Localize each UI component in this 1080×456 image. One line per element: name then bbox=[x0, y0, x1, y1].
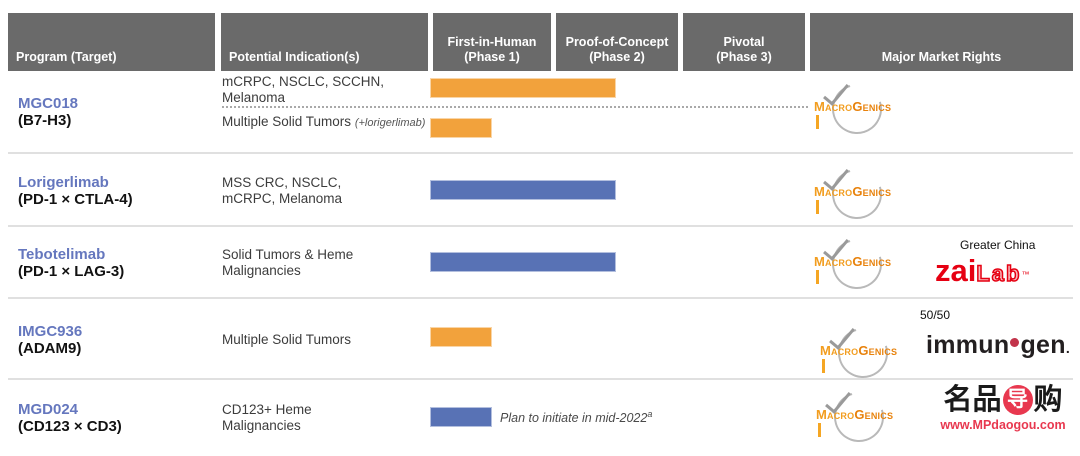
indication-note: (+lorigerlimab) bbox=[354, 117, 426, 129]
region-note: Greater China bbox=[960, 238, 1036, 252]
column-header-program: Program (Target) bbox=[8, 13, 215, 71]
macrogenics-logo: MacroGenics bbox=[814, 383, 926, 451]
immunogen-word-part1: immun bbox=[926, 331, 1010, 359]
zai-lab-word: Lab bbox=[976, 260, 1022, 287]
immunogen-dot-icon bbox=[1010, 338, 1020, 347]
mpdaogou-watermark: 名品导购 www.MPdaogou.com bbox=[928, 383, 1078, 432]
sub-row-divider bbox=[222, 106, 808, 108]
macrogenics-tick-icon bbox=[816, 115, 819, 129]
zai-word: zai bbox=[935, 253, 977, 288]
macrogenics-wordmark: MacroGenics bbox=[814, 184, 891, 199]
watermark-url: www.MPdaogou.com bbox=[940, 418, 1066, 432]
macrogenics-word-part1: Macro bbox=[814, 184, 853, 199]
table-row-lorigerlimab: Lorigerlimab (PD-1 × CTLA-4) MSS CRC, NS… bbox=[8, 152, 1073, 228]
column-header-indications: Potential Indication(s) bbox=[221, 13, 428, 71]
macrogenics-wordmark: MacroGenics bbox=[814, 99, 891, 114]
indication-text: Multiple Solid Tumors bbox=[222, 114, 352, 129]
program-target: (ADAM9) bbox=[18, 339, 82, 357]
program-target: (CD123 × CD3) bbox=[18, 418, 122, 435]
ownership-share-note: 50/50 bbox=[920, 308, 951, 322]
indication-text: CD123+ Heme Malignancies bbox=[222, 402, 312, 433]
footnote-marker: a bbox=[647, 409, 653, 419]
phase-progress-bar bbox=[430, 180, 616, 200]
column-header-rights: Major Market Rights bbox=[810, 13, 1073, 71]
program-name: Tebotelimab bbox=[18, 246, 106, 263]
indication-text: Solid Tumors & Heme Malignancies bbox=[222, 247, 354, 278]
program-target: (PD-1 × CTLA-4) bbox=[18, 190, 133, 208]
phase-progress-bar bbox=[430, 327, 492, 347]
macrogenics-logo: MacroGenics bbox=[812, 230, 924, 298]
watermark-red-badge: 导 bbox=[1002, 385, 1033, 415]
phase-progress-bar bbox=[430, 407, 492, 427]
macrogenics-word-part1: Macro bbox=[820, 343, 859, 358]
macrogenics-word-part2: Genics bbox=[852, 99, 892, 114]
program-cell: Lorigerlimab (PD-1 × CTLA-4) bbox=[18, 154, 218, 227]
bar-annotation-text: Plan to initiate in mid-2022 bbox=[500, 411, 648, 426]
program-name: Lorigerlimab bbox=[18, 173, 109, 191]
indication-cell: Multiple Solid Tumors (+lorigerlimab) bbox=[222, 114, 430, 131]
macrogenics-logo: MacroGenics bbox=[818, 319, 930, 387]
phase-progress-bar bbox=[430, 78, 616, 98]
table-row-mgc018: MGC018 (B7-H3) mCRPC, NSCLC, SCCHN, Mela… bbox=[8, 71, 1073, 152]
phase-progress-bar bbox=[430, 252, 616, 272]
macrogenics-word-part2: Genics bbox=[854, 407, 894, 422]
macrogenics-logo: MacroGenics bbox=[812, 160, 924, 228]
program-target: (PD-1 × LAG-3) bbox=[18, 263, 125, 280]
macrogenics-word-part2: Genics bbox=[852, 254, 892, 269]
program-cell: IMGC936 (ADAM9) bbox=[18, 299, 218, 380]
macrogenics-wordmark: MacroGenics bbox=[814, 254, 891, 269]
macrogenics-tick-icon bbox=[816, 200, 819, 214]
macrogenics-wordmark: MacroGenics bbox=[816, 407, 893, 422]
column-header-phase3: Pivotal (Phase 3) bbox=[683, 13, 805, 71]
macrogenics-tick-icon bbox=[818, 423, 821, 437]
column-header-phase1: First-in-Human (Phase 1) bbox=[433, 13, 551, 71]
watermark-characters: 名品导购 bbox=[928, 383, 1078, 417]
immunogen-word-part2: gen bbox=[1020, 331, 1066, 359]
table-row-imgc936: IMGC936 (ADAM9) Multiple Solid Tumors 50… bbox=[8, 297, 1073, 387]
zai-lab-logo: zaiLab™ bbox=[935, 253, 1029, 289]
program-name: IMGC936 bbox=[18, 322, 83, 340]
indication-text: mCRPC, NSCLC, SCCHN, Melanoma bbox=[222, 74, 385, 105]
macrogenics-word-part2: Genics bbox=[858, 343, 898, 358]
macrogenics-word-part1: Macro bbox=[814, 99, 853, 114]
table-row-mgd024: MGD024 (CD123 × CD3) CD123+ Heme Maligna… bbox=[8, 378, 1073, 456]
program-target: (B7-H3) bbox=[18, 111, 72, 129]
macrogenics-tick-icon bbox=[816, 270, 819, 284]
table-row-tebotelimab: Tebotelimab (PD-1 × LAG-3) Solid Tumors … bbox=[8, 225, 1073, 299]
trademark-symbol: ™ bbox=[1021, 270, 1030, 279]
program-cell: Tebotelimab (PD-1 × LAG-3) bbox=[18, 227, 218, 299]
indication-text: Multiple Solid Tumors bbox=[222, 331, 352, 347]
bar-annotation: Plan to initiate in mid-2022a bbox=[500, 409, 652, 425]
immunogen-logo: immun gen. bbox=[926, 331, 1070, 360]
macrogenics-logo: MacroGenics bbox=[812, 75, 924, 143]
watermark-chars-right: 购 bbox=[1033, 384, 1063, 416]
watermark-chars-left: 名品 bbox=[943, 384, 1002, 416]
program-name: MGC018 bbox=[18, 94, 79, 112]
indication-text: MSS CRC, NSCLC, mCRPC, Melanoma bbox=[222, 174, 343, 206]
program-cell: MGC018 (B7-H3) bbox=[18, 71, 218, 152]
macrogenics-word-part1: Macro bbox=[814, 254, 853, 269]
immunogen-suffix: . bbox=[1065, 340, 1071, 356]
column-header-phase2: Proof-of-Concept (Phase 2) bbox=[556, 13, 678, 71]
macrogenics-wordmark: MacroGenics bbox=[820, 343, 897, 358]
macrogenics-tick-icon bbox=[822, 359, 825, 373]
macrogenics-word-part1: Macro bbox=[816, 407, 855, 422]
phase-progress-bar bbox=[430, 118, 492, 138]
macrogenics-word-part2: Genics bbox=[852, 184, 892, 199]
program-cell: MGD024 (CD123 × CD3) bbox=[18, 380, 218, 456]
program-name: MGD024 bbox=[18, 401, 79, 418]
